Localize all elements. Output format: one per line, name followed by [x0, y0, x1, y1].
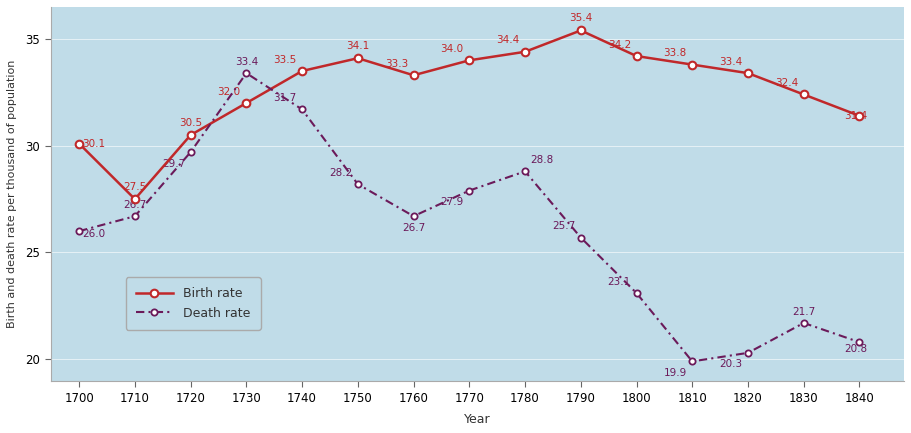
Legend: Birth rate, Death rate: Birth rate, Death rate [126, 277, 261, 330]
Text: 33.4: 33.4 [719, 57, 742, 67]
Text: 26.7: 26.7 [123, 200, 147, 210]
Text: 20.3: 20.3 [720, 359, 742, 369]
Text: 23.1: 23.1 [608, 277, 631, 287]
Text: 32.0: 32.0 [218, 87, 241, 97]
Text: 19.9: 19.9 [663, 368, 687, 378]
Text: 26.0: 26.0 [82, 229, 105, 239]
Text: 34.4: 34.4 [496, 36, 519, 45]
Text: 31.7: 31.7 [273, 93, 296, 103]
Text: 31.4: 31.4 [844, 111, 868, 121]
Text: 32.4: 32.4 [775, 78, 798, 88]
Text: 30.1: 30.1 [82, 139, 105, 149]
Text: 33.5: 33.5 [273, 55, 296, 65]
Text: 28.2: 28.2 [329, 168, 353, 178]
Text: 34.2: 34.2 [608, 40, 631, 50]
X-axis label: Year: Year [465, 413, 491, 426]
Text: 20.8: 20.8 [844, 344, 868, 354]
Text: 25.7: 25.7 [552, 221, 575, 231]
Text: 33.3: 33.3 [384, 59, 408, 69]
Text: 27.9: 27.9 [441, 197, 464, 207]
Text: 35.4: 35.4 [569, 13, 592, 23]
Text: 28.8: 28.8 [530, 155, 554, 165]
Y-axis label: Birth and death rate per thousand of population: Birth and death rate per thousand of pop… [7, 60, 17, 328]
Text: 26.7: 26.7 [402, 223, 425, 233]
Text: 33.8: 33.8 [663, 48, 687, 58]
Text: 34.0: 34.0 [441, 44, 464, 54]
Text: 34.1: 34.1 [346, 41, 370, 51]
Text: 27.5: 27.5 [123, 181, 147, 192]
Text: 29.7: 29.7 [162, 158, 185, 168]
Text: 21.7: 21.7 [792, 307, 815, 317]
Text: 30.5: 30.5 [179, 118, 202, 128]
Text: 33.4: 33.4 [235, 57, 258, 67]
